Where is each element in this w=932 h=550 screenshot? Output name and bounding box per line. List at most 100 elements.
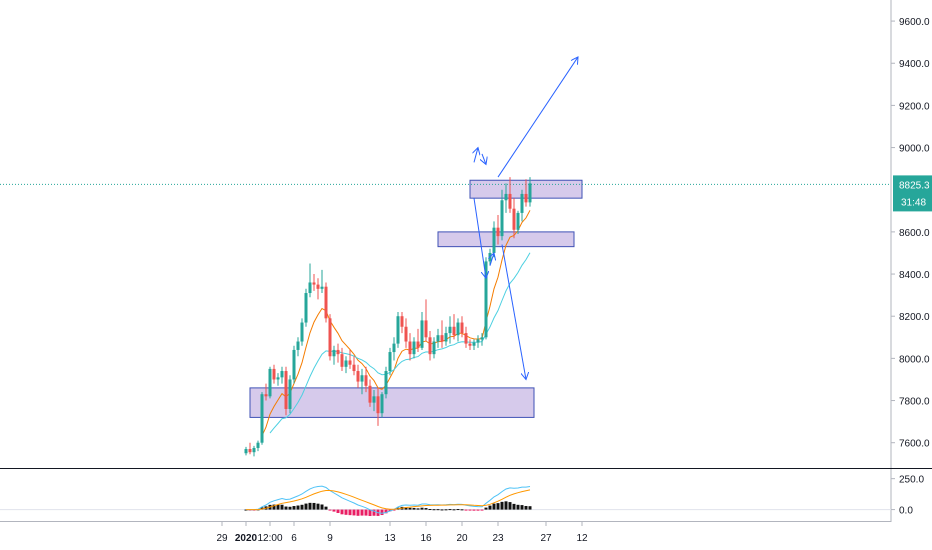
macd-histogram-bar bbox=[284, 506, 288, 510]
macd-histogram-bar bbox=[392, 509, 396, 511]
candle-body bbox=[488, 252, 492, 262]
candle-body bbox=[432, 341, 436, 355]
macd-histogram-bar bbox=[336, 509, 340, 513]
macd-histogram-bar bbox=[460, 509, 464, 511]
candle-body bbox=[448, 326, 452, 334]
bar-countdown-label: 31:48 bbox=[901, 197, 926, 208]
macd-histogram-bar bbox=[472, 509, 476, 511]
macd-histogram-bar bbox=[452, 509, 456, 511]
last-price-label: 8825.3 bbox=[899, 180, 930, 191]
macd-histogram-bar bbox=[364, 509, 368, 516]
price-tick-label: 9600.0 bbox=[899, 17, 930, 28]
macd-histogram-bar bbox=[324, 506, 328, 510]
price-tick-label: 9200.0 bbox=[899, 101, 930, 112]
macd-histogram-bar bbox=[384, 509, 388, 514]
macd-histogram-bar bbox=[524, 505, 528, 510]
candle-body bbox=[528, 183, 532, 203]
candle-body bbox=[396, 316, 400, 344]
time-tick-label: 16 bbox=[420, 533, 432, 544]
price-tick-label: 8000.0 bbox=[899, 354, 930, 365]
projection-arrow bbox=[482, 153, 486, 165]
candle-body bbox=[460, 322, 464, 334]
macd-histogram-bar bbox=[448, 509, 452, 511]
macd-histogram-bar bbox=[300, 504, 304, 510]
projection-arrow bbox=[501, 244, 526, 380]
candle-body bbox=[468, 343, 472, 346]
macd-histogram-bar bbox=[432, 509, 436, 511]
time-tick-label: 9 bbox=[327, 533, 333, 544]
macd-histogram-bar bbox=[440, 509, 444, 511]
price-tick-label: 9400.0 bbox=[899, 59, 930, 70]
candle-body bbox=[424, 320, 428, 338]
candle-body bbox=[500, 200, 504, 237]
candle-body bbox=[360, 375, 364, 382]
macd-histogram-bar bbox=[408, 507, 412, 510]
macd-histogram-bar bbox=[288, 506, 292, 510]
candle-body bbox=[352, 364, 356, 372]
candle-body bbox=[308, 282, 312, 294]
candle-body bbox=[392, 343, 396, 353]
candle-body bbox=[268, 368, 272, 397]
macd-histogram-bar bbox=[372, 509, 376, 516]
price-tick-label: 7600.0 bbox=[899, 439, 930, 450]
candle-body bbox=[416, 341, 420, 348]
projection-arrow bbox=[473, 198, 486, 278]
candle-body bbox=[524, 193, 528, 203]
macd-histogram-bar bbox=[508, 502, 512, 510]
projection-arrow bbox=[474, 148, 478, 163]
candle-body bbox=[340, 354, 344, 367]
projection-arrow bbox=[497, 57, 578, 178]
candle-body bbox=[520, 193, 524, 213]
macd-histogram-bar bbox=[308, 502, 312, 510]
candle-body bbox=[376, 396, 380, 414]
candle-body bbox=[440, 335, 444, 342]
candle-body bbox=[456, 322, 460, 336]
candle-body bbox=[372, 396, 376, 403]
price-tick-label: 8400.0 bbox=[899, 270, 930, 281]
time-tick-label: 13 bbox=[384, 533, 396, 544]
macd-histogram-bar bbox=[444, 509, 448, 511]
candle-body bbox=[244, 449, 248, 454]
macd-histogram-bar bbox=[436, 509, 440, 511]
candle-body bbox=[444, 333, 448, 342]
macd-histogram-bar bbox=[320, 504, 324, 510]
macd-histogram-bar bbox=[516, 504, 520, 510]
candle-body bbox=[512, 208, 516, 230]
candle-body bbox=[256, 442, 260, 448]
macd-histogram-bar bbox=[488, 505, 492, 510]
macd-histogram-bar bbox=[292, 506, 296, 510]
macd-histogram-bar bbox=[424, 508, 428, 510]
macd-tick-label: 0.0 bbox=[899, 506, 913, 517]
candle-body bbox=[496, 227, 500, 237]
macd-histogram-bar bbox=[412, 507, 416, 510]
time-tick-label: 27 bbox=[540, 533, 552, 544]
candle-body bbox=[412, 341, 416, 355]
candle-body bbox=[292, 349, 296, 380]
macd-histogram-bar bbox=[296, 505, 300, 510]
candle-body bbox=[368, 385, 372, 403]
time-tick-label: 2020 bbox=[235, 533, 258, 544]
macd-histogram-bar bbox=[340, 509, 344, 515]
candle-body bbox=[516, 212, 520, 230]
macd-histogram-bar bbox=[312, 502, 316, 510]
candle-body bbox=[336, 349, 340, 355]
time-tick-label: 23 bbox=[492, 533, 504, 544]
candle-body bbox=[324, 286, 328, 319]
macd-histogram-bar bbox=[260, 507, 264, 510]
candle-body bbox=[388, 352, 392, 372]
time-tick-label: 29 bbox=[216, 533, 228, 544]
macd-histogram-bar bbox=[480, 509, 484, 511]
candle-body bbox=[320, 286, 324, 289]
macd-histogram-bar bbox=[304, 503, 308, 510]
macd-histogram-bar bbox=[512, 503, 516, 510]
macd-histogram-bar bbox=[348, 509, 352, 516]
candle-body bbox=[316, 284, 320, 289]
candle-body bbox=[312, 282, 316, 285]
macd-histogram-bar bbox=[360, 509, 364, 516]
macd-histogram-bar bbox=[328, 509, 332, 511]
macd-histogram-bar bbox=[464, 509, 468, 511]
candle-body bbox=[276, 377, 280, 380]
last-price-tag bbox=[893, 175, 932, 212]
macd-histogram-bar bbox=[428, 509, 432, 511]
